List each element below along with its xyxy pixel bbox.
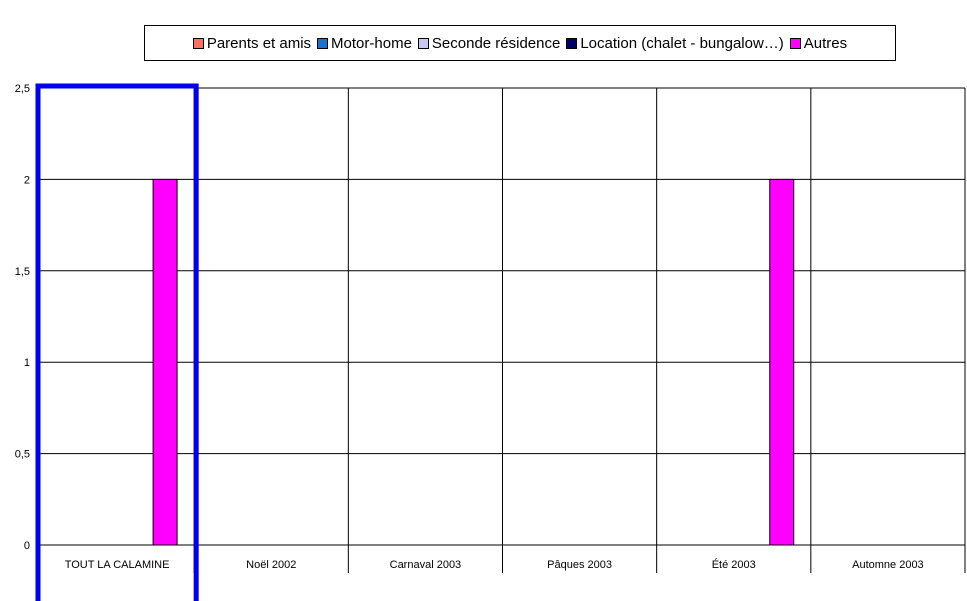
legend-label-autres: Autres (803, 34, 848, 52)
y-tick-label: 0 (24, 540, 30, 552)
x-tick-label: Automne 2003 (852, 559, 924, 571)
legend-item-seconde-residence: Seconde résidence (417, 34, 561, 52)
legend-item-autres: Autres (789, 34, 848, 52)
legend: Parents et amis Motor-home Seconde résid… (144, 25, 896, 61)
highlight-frame (35, 83, 199, 601)
legend-label-seconde-residence: Seconde résidence (431, 34, 561, 52)
legend-swatch-location (566, 37, 578, 49)
legend-swatch-autres (789, 37, 801, 49)
y-tick-label: 0,5 (15, 449, 30, 461)
legend-swatch-parents (192, 37, 204, 49)
legend-item-motorhome: Motor-home (317, 35, 412, 52)
legend-label-location: Location (chalet - bungalow…) (580, 34, 784, 52)
x-tick-label: Noël 2002 (246, 559, 296, 571)
legend-item-parents: Parents et amis (192, 34, 312, 52)
x-tick-label: Carnaval 2003 (390, 559, 462, 571)
legend-swatch-motorhome (317, 37, 329, 49)
y-tick-label: 1 (24, 357, 30, 369)
bar-autres (769, 178, 795, 546)
y-tick-label: 1,5 (15, 266, 30, 278)
x-tick-label: TOUT LA CALAMINE (65, 559, 170, 571)
x-tick-label: Été 2003 (712, 558, 756, 571)
y-tick-label: 2,5 (15, 83, 30, 95)
legend-label-motorhome: Motor-home (331, 34, 412, 52)
bar-autres (152, 178, 178, 546)
x-tick-label: Pâques 2003 (547, 559, 612, 571)
legend-label-parents: Parents et amis (206, 34, 312, 52)
legend-swatch-seconde-residence (417, 37, 429, 49)
y-tick-label: 2 (24, 174, 30, 186)
legend-item-location: Location (chalet - bungalow…) (566, 34, 784, 52)
